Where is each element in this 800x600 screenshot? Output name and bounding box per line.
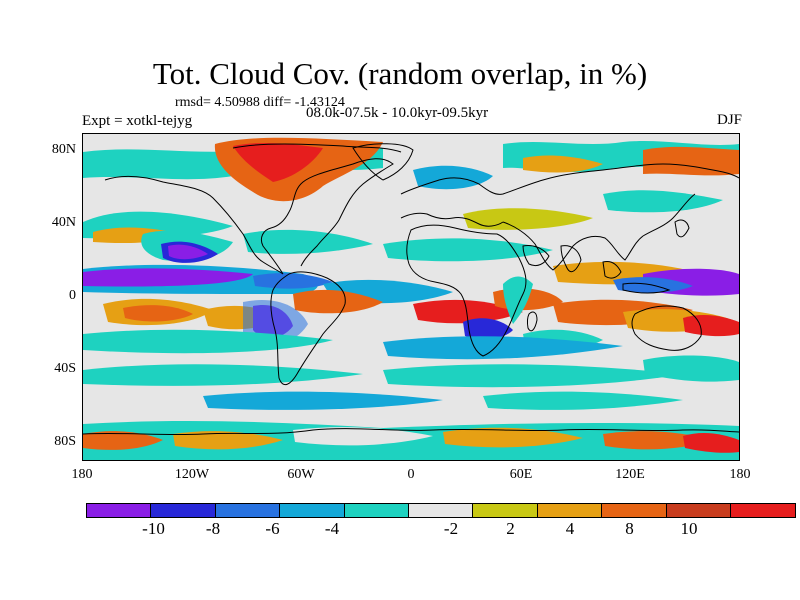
colorbar-tick-label: 4 [565,519,575,538]
anomaly-map [83,134,739,460]
lat-tick-label: 80S [54,434,76,449]
lon-tick-label: 60E [509,467,533,482]
colorbar-tick-label: -2 [443,519,459,538]
colorbar-box [730,504,796,517]
colorbar-tick-label: -10 [142,519,165,538]
plot-title: Tot. Cloud Cov. (random overlap, in %) [152,56,648,91]
colorbar-tick-label: -6 [265,519,280,538]
lon-tick-label: 60W [287,467,315,482]
colorbar-tick-label: 2 [506,519,515,538]
colorbar-box [473,504,538,517]
anomaly-field [83,137,739,460]
colorbar-tick-label: 10 [680,519,698,538]
map-panel [82,133,740,461]
colorbar [86,503,797,518]
colorbar-box [602,504,667,517]
lon-tick-label: 180 [71,467,93,482]
lat-tick-label: 80N [51,142,76,157]
stats-label: rmsd= 4.50988 diff= -1.43124 [175,95,345,110]
lat-tick-label: 40N [51,215,76,230]
lon-tick-label: 120E [615,467,645,482]
colorbar-box [344,504,409,517]
colorbar-tick-label: -4 [324,519,340,538]
colorbar-tick-label: -8 [205,519,221,538]
season-label: DJF [716,112,742,128]
lat-tick-label: 40S [54,361,76,376]
lon-tick-label: 180 [729,467,751,482]
colorbar-box [215,504,281,517]
lon-tick-label: 0 [407,467,415,482]
coastlines [83,143,739,436]
colorbar-box [666,504,731,517]
colorbar-box [151,504,216,517]
colorbar-box [408,504,474,517]
period-label: 08.0k-07.5k - 10.0kyr-09.5kyr [306,105,489,121]
experiment-label: Expt = xotkl-tejyg [82,113,193,129]
lon-tick-label: 120W [174,467,210,482]
colorbar-box [87,504,152,517]
colorbar-box [537,504,603,517]
colorbar-tick-label: 8 [625,519,634,538]
lat-tick-label: 0 [69,288,76,303]
colorbar-box [280,504,345,517]
